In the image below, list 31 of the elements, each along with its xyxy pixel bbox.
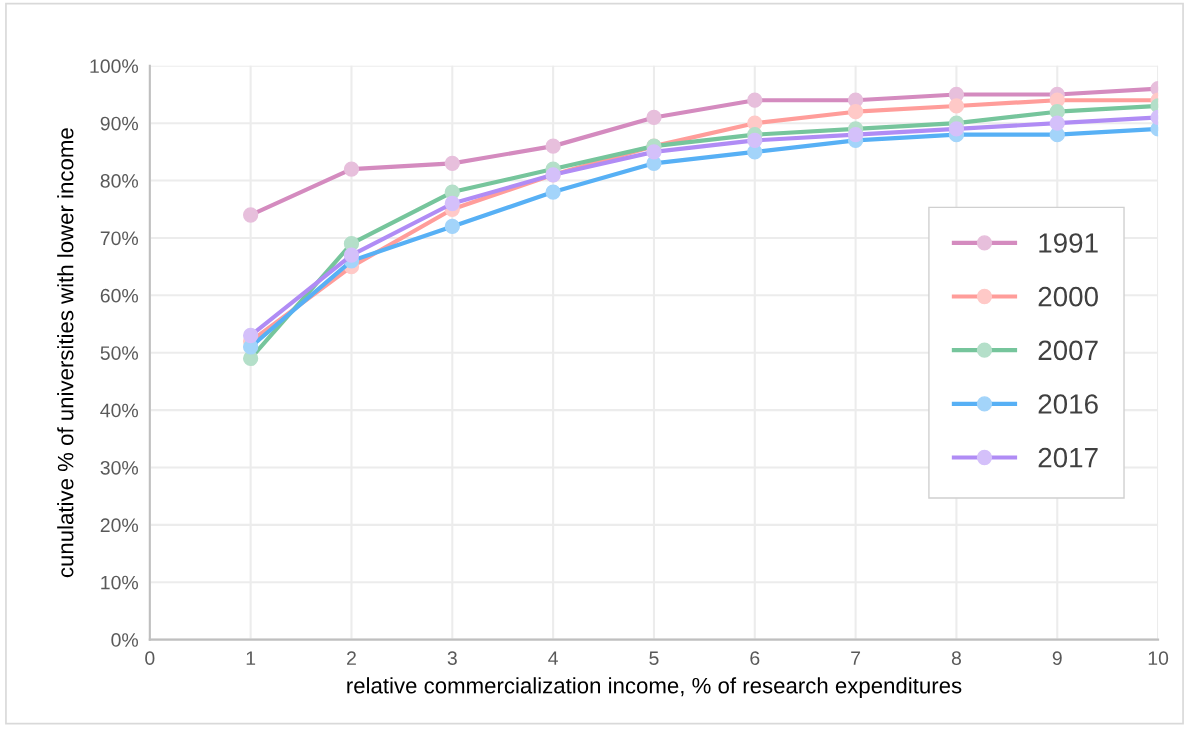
point [948,98,965,114]
x-tick-label: 7 [851,651,861,665]
x-tick-label: 0 [145,651,155,666]
x-axis-title: relative commercialization income, % of research expenditures [347,677,962,698]
legend-label: 2007 [1038,340,1098,361]
point [847,104,864,120]
y-tick-label: 70% [100,231,139,246]
x-tick-label: 2 [347,651,356,665]
y-tick-label: 30% [100,460,139,475]
x-tick-label: 4 [548,651,558,665]
legend-label: 2000 [1038,286,1098,307]
x-tick-label: 5 [649,651,659,666]
y-tick-label: 90% [100,116,139,131]
y-tick-label: 80% [100,174,139,188]
x-tick-label: 3 [447,651,457,666]
x-tick-label: 6 [750,651,760,666]
y-tick-label: 10% [101,575,139,590]
x-tick-label: 9 [1052,651,1062,666]
y-tick-label: 0% [111,633,139,647]
legend-label: 1991 [1039,233,1098,253]
y-tick-label: 50% [100,346,139,360]
y-axis-title: cunulative % of universities with lower income [57,128,74,578]
x-tick-label: 8 [951,651,961,666]
x-tick-label: 10 [1148,651,1169,666]
y-tick-label: 20% [100,518,139,533]
y-tick-label: 100% [90,59,139,74]
y-tick-label: 60% [100,288,139,303]
y-tick-label: 40% [100,403,139,418]
x-tick-label: 1 [246,651,256,665]
legend-label: 2017 [1038,447,1098,468]
legend-label: 2016 [1038,394,1098,414]
